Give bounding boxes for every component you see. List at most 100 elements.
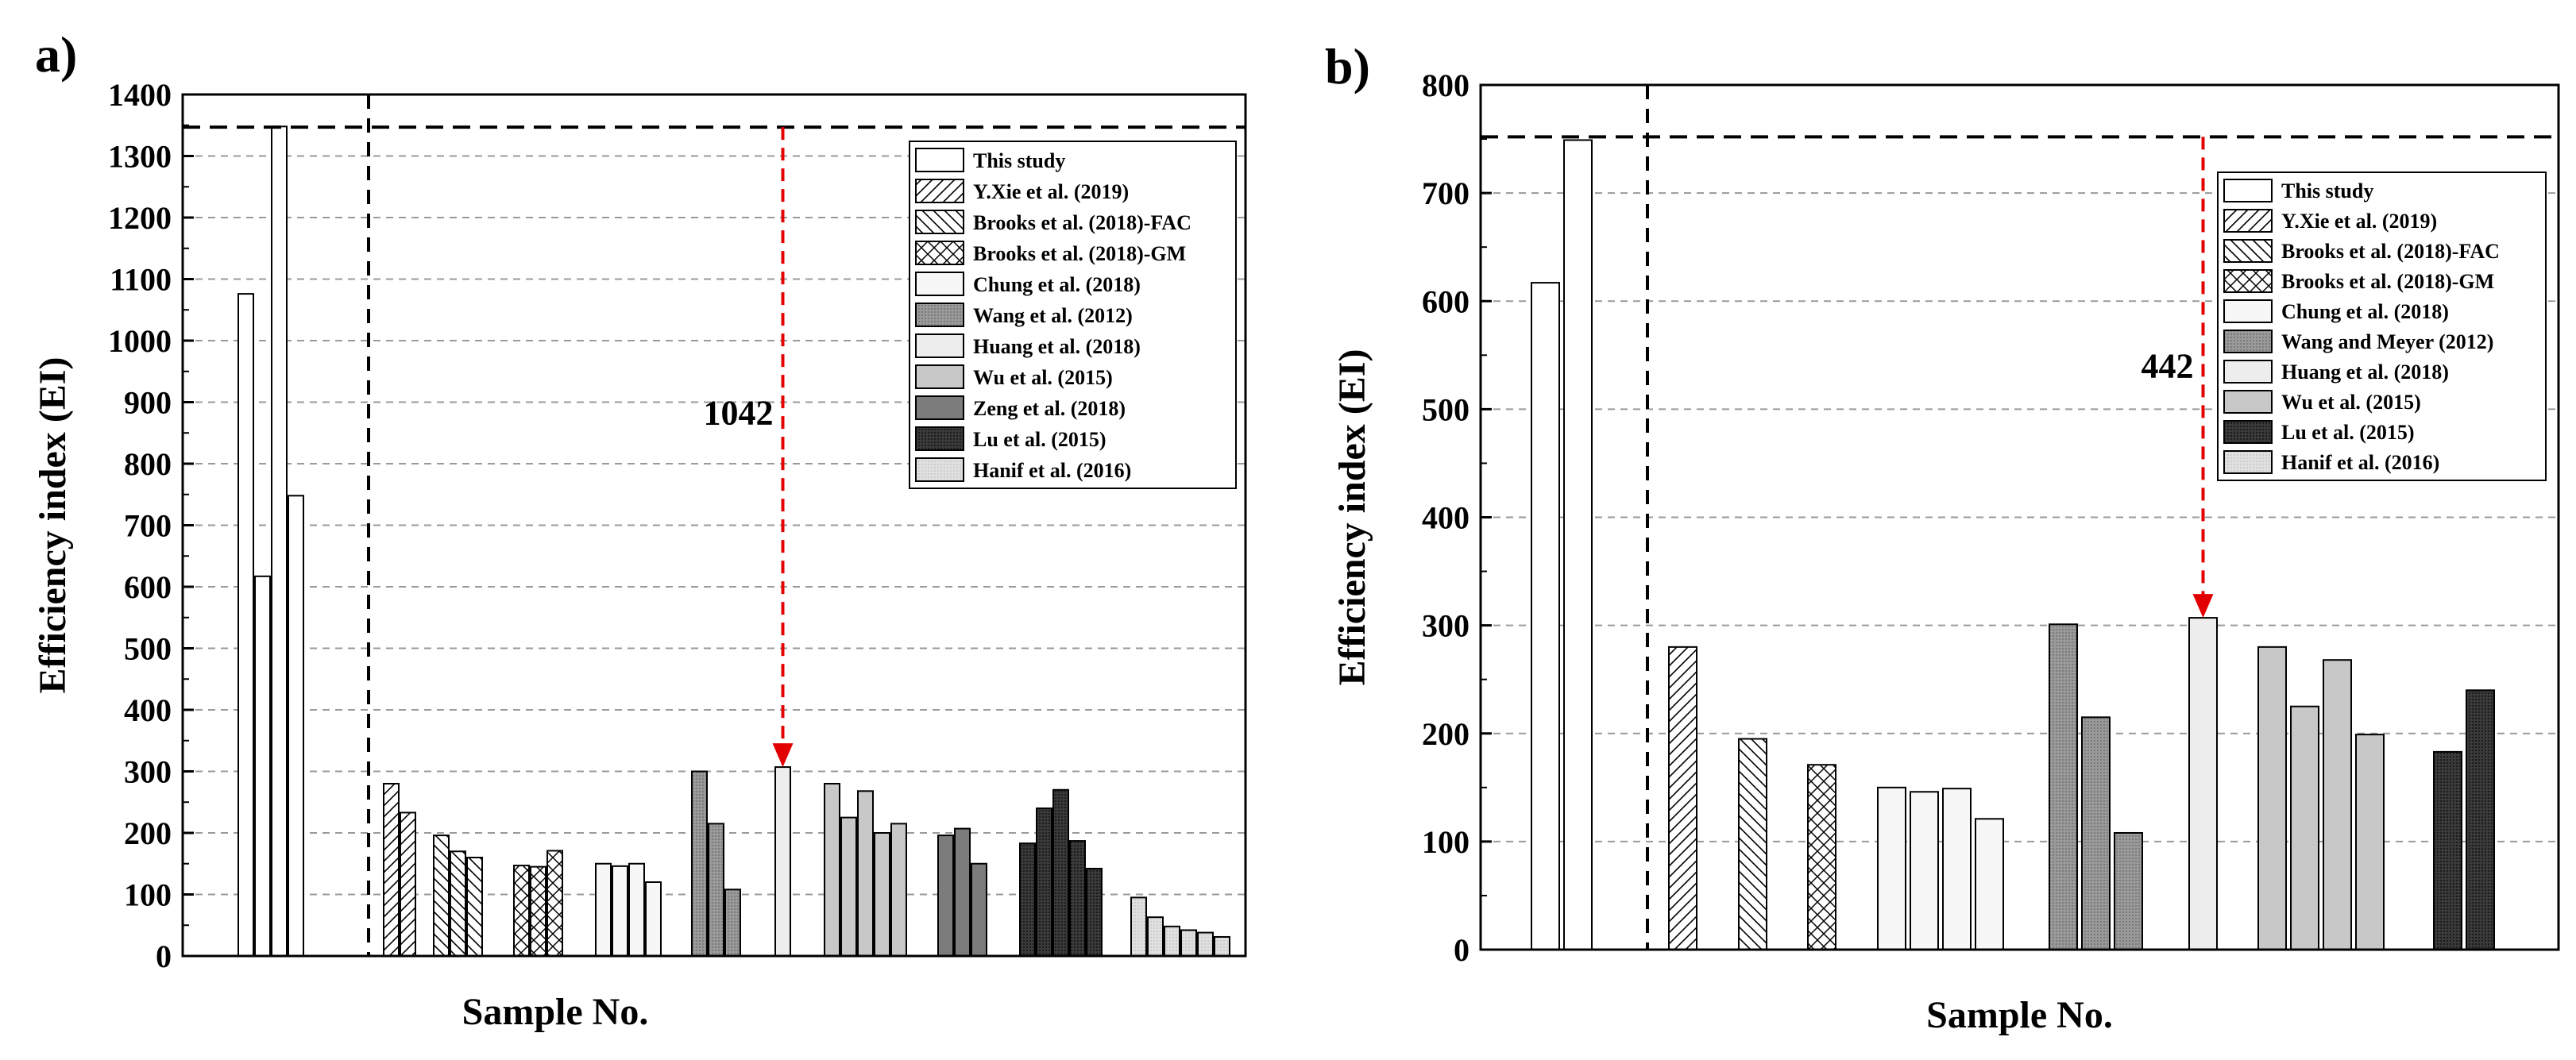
legend-label: Chung et al. (2018) [973, 273, 1141, 296]
y-tick-label: 300 [1422, 608, 1470, 644]
bar [1180, 929, 1197, 957]
bar [1668, 646, 1697, 950]
legend-swatch [915, 457, 964, 482]
y-tick-label: 500 [1422, 391, 1470, 427]
y-tick-label: 500 [124, 631, 172, 667]
bar [1877, 786, 1906, 950]
bar [2433, 750, 2462, 950]
legend-label: This study [973, 149, 1065, 172]
bar [530, 865, 546, 957]
bar [2081, 716, 2111, 950]
bar [400, 811, 416, 957]
bar [1086, 867, 1103, 957]
bar [2466, 689, 2495, 950]
legend-swatch [2223, 450, 2273, 474]
legend-swatch [2223, 209, 2273, 233]
bar [2323, 659, 2352, 950]
legend-swatch [2223, 330, 2273, 353]
y-tick-label: 400 [1422, 500, 1470, 536]
bar [1807, 764, 1836, 950]
legend-swatch [2223, 179, 2273, 202]
legend-swatch [2223, 360, 2273, 384]
legend-swatch [2223, 299, 2273, 323]
legend: This study Y.Xie et al. (2019) Brooks et a… [909, 141, 1237, 489]
y-tick-label: 1200 [108, 200, 172, 236]
bar [1197, 931, 1214, 958]
bar [691, 770, 708, 957]
y-tick-label: 200 [124, 815, 172, 851]
bar [954, 827, 971, 957]
bar [840, 816, 857, 957]
y-tick-label: 400 [124, 692, 172, 728]
legend-label: Wang and Meyer (2012) [2281, 330, 2493, 353]
bar [1738, 738, 1767, 951]
legend-label: Wang et al. (2012) [973, 304, 1133, 327]
legend-label: Y.Xie et al. (2019) [2281, 210, 2437, 233]
legend-label: Brooks et al. (2018)-GM [2281, 270, 2494, 293]
legend-swatch [915, 272, 964, 296]
bar [2188, 617, 2218, 950]
bar [708, 823, 724, 957]
legend-swatch [2223, 420, 2273, 444]
bar [1214, 935, 1230, 957]
bar [971, 862, 987, 957]
bar [2114, 831, 2143, 950]
bar [1975, 818, 2004, 950]
bar [724, 888, 741, 958]
y-axis-title: Efficiency index (EI) [32, 357, 74, 694]
legend-swatch [915, 333, 964, 358]
y-tick-label: 800 [1422, 67, 1470, 103]
bar [2355, 734, 2385, 951]
legend-label: Zeng et al. (2018) [973, 397, 1126, 420]
y-tick-label: 100 [124, 877, 172, 913]
legend-swatch [915, 303, 964, 327]
legend-swatch [915, 148, 964, 172]
legend-swatch [2223, 239, 2273, 263]
legend-label: This study [2281, 179, 2373, 202]
x-axis-title: Sample No. [1926, 994, 2113, 1036]
bar [824, 783, 840, 957]
bar [1147, 916, 1164, 958]
y-tick-label: 0 [1454, 932, 1470, 968]
bar [1942, 788, 1972, 951]
y-tick-label: 600 [124, 569, 172, 605]
bar [1130, 896, 1147, 957]
bar [513, 865, 530, 957]
annotation-label: 442 [2142, 346, 2194, 385]
bar [546, 850, 563, 957]
panel-b: 0 100 200 300 400 500 600 700 800 442 b) Efficiency… [1325, 38, 2560, 1036]
legend-label: Huang et al. (2018) [973, 335, 1141, 358]
legend-label: Wu et al. (2015) [2281, 391, 2421, 414]
legend-swatch [915, 241, 964, 265]
y-tick-label: 1300 [108, 139, 172, 175]
y-tick-label: 600 [1422, 283, 1470, 319]
bar [288, 495, 304, 957]
bar [2257, 646, 2287, 950]
legend: This study Y.Xie et al. (2019) Brooks et a… [2217, 172, 2547, 481]
bar [1036, 808, 1052, 957]
legend-swatch [915, 210, 964, 234]
legend-swatch [915, 364, 964, 389]
legend-label: Hanif et al. (2016) [973, 459, 1131, 482]
bar [1531, 282, 1560, 950]
bar [466, 857, 483, 957]
legend-swatch [2223, 269, 2273, 293]
legend-label: Chung et al. (2018) [2281, 300, 2449, 323]
bar [874, 832, 890, 957]
annotation-arrow-head [772, 743, 794, 768]
bar [628, 862, 645, 957]
bar [1069, 840, 1086, 957]
bar [612, 865, 628, 957]
bar [450, 850, 466, 957]
legend-swatch [915, 395, 964, 420]
y-tick-label: 100 [1422, 824, 1470, 860]
y-tick-label: 700 [124, 508, 172, 544]
y-tick-label: 700 [1422, 175, 1470, 211]
bar [1910, 791, 1939, 950]
legend-label: Lu et al. (2015) [2281, 421, 2415, 444]
bar [2290, 705, 2319, 950]
legend-label: Huang et al. (2018) [2281, 360, 2449, 384]
legend-label: Hanif et al. (2016) [2281, 451, 2439, 474]
bar [254, 575, 271, 957]
